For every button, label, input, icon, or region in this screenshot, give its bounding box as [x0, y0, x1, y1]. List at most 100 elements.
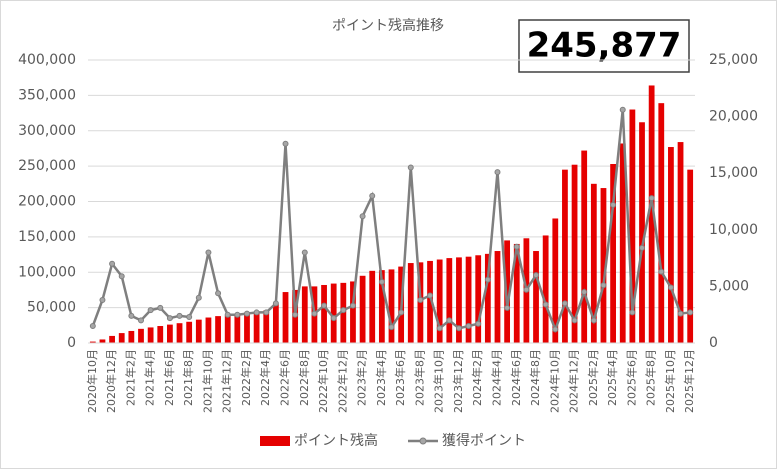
line-marker [359, 213, 366, 220]
x-tick-label: 2021年2月 [123, 349, 137, 406]
x-tick-label: 2025年2月 [586, 349, 600, 406]
x-tick-label: 2024年2月 [470, 349, 484, 406]
line-marker [513, 243, 520, 250]
bar [350, 281, 356, 343]
bar [581, 150, 588, 343]
line-marker [89, 323, 96, 330]
bar [427, 260, 433, 343]
y-tick-label: 200,000 [18, 194, 76, 210]
bar [118, 333, 125, 343]
x-tick-label: 2025年6月 [624, 349, 638, 406]
x-tick-label: 2025年4月 [605, 349, 619, 406]
line-marker [176, 312, 183, 319]
bar [465, 256, 472, 343]
legend-label: 獲得ポイント [442, 432, 526, 449]
bar [244, 313, 250, 343]
bar [436, 259, 443, 343]
line-marker [272, 300, 279, 307]
x-tick-label: 2021年12月 [220, 349, 234, 413]
y-tick-label: 350,000 [18, 87, 76, 103]
bar [533, 251, 539, 343]
x-tick-label: 2024年8月 [528, 349, 542, 406]
annotation-box [518, 19, 690, 73]
line-marker [157, 304, 164, 311]
bar [590, 183, 597, 343]
y-tick-label: 300,000 [18, 123, 76, 139]
line-marker [205, 249, 212, 256]
bar [272, 304, 279, 343]
y2-tick-label: 5,000 [709, 278, 749, 294]
line-marker [533, 272, 540, 279]
bar [494, 251, 501, 343]
bar [282, 292, 289, 343]
line-marker [215, 290, 222, 297]
bar [138, 328, 144, 343]
bar [195, 319, 202, 343]
line-marker [484, 276, 491, 283]
x-tick-label: 2022年2月 [239, 349, 253, 406]
line-marker [349, 302, 356, 309]
x-tick-label: 2022年6月 [278, 349, 292, 406]
y2-tick-label: 20,000 [709, 109, 758, 125]
line-marker [224, 311, 231, 318]
bar [446, 258, 453, 343]
legend-marker [419, 437, 427, 445]
line-marker [195, 294, 202, 301]
x-tick-label: 2023年10月 [432, 349, 446, 413]
bar [648, 85, 655, 343]
x-tick-label: 2022年10月 [316, 349, 330, 413]
line-marker [118, 273, 125, 280]
line-marker [571, 317, 578, 324]
x-tick-label: 2020年12月 [104, 349, 118, 413]
y-tick-label: 0 [67, 335, 76, 351]
bar [167, 324, 173, 343]
chart-title: ポイント残高推移 [332, 17, 444, 34]
bar [109, 335, 115, 343]
bar [629, 109, 636, 344]
x-tick-label: 2023年6月 [393, 349, 407, 406]
bar [456, 257, 462, 343]
line-marker [137, 317, 144, 324]
y2-tick-label: 10,000 [709, 222, 758, 238]
x-tick-label: 2022年4月 [258, 349, 272, 406]
bar [359, 275, 366, 343]
line-marker [282, 140, 289, 147]
y2-tick-label: 0 [709, 335, 718, 351]
line-marker [475, 320, 482, 327]
line-marker [330, 315, 337, 322]
line-marker [667, 284, 674, 291]
bar [571, 164, 578, 343]
bar [484, 253, 491, 343]
bar [378, 270, 385, 343]
line-marker [610, 201, 617, 208]
x-tick-label: 2024年4月 [489, 349, 503, 406]
x-tick-label: 2024年12月 [567, 349, 581, 413]
line-marker [369, 192, 376, 199]
line-marker [166, 315, 173, 322]
line-marker [446, 317, 453, 324]
line-marker [253, 309, 260, 316]
bar [619, 143, 626, 343]
line-marker [581, 289, 588, 296]
line-marker [311, 310, 318, 317]
line-marker [427, 292, 434, 299]
line-marker [398, 309, 405, 316]
y2-tick-label: 25,000 [709, 52, 758, 68]
line-marker [340, 307, 347, 314]
bar [513, 243, 520, 343]
annotation: 245,877 [527, 26, 682, 66]
line-marker [455, 325, 462, 332]
bar [658, 103, 665, 343]
legend-label: ポイント残高 [294, 432, 378, 449]
bar [639, 122, 645, 343]
bar [234, 314, 241, 343]
y-tick-label: 100,000 [18, 264, 76, 280]
line-marker [109, 260, 116, 267]
y-tick-label: 400,000 [18, 52, 76, 68]
bar [552, 218, 559, 343]
x-tick-label: 2025年8月 [644, 349, 658, 406]
line-marker [600, 282, 607, 289]
bar [330, 283, 337, 343]
line-marker [687, 309, 694, 316]
